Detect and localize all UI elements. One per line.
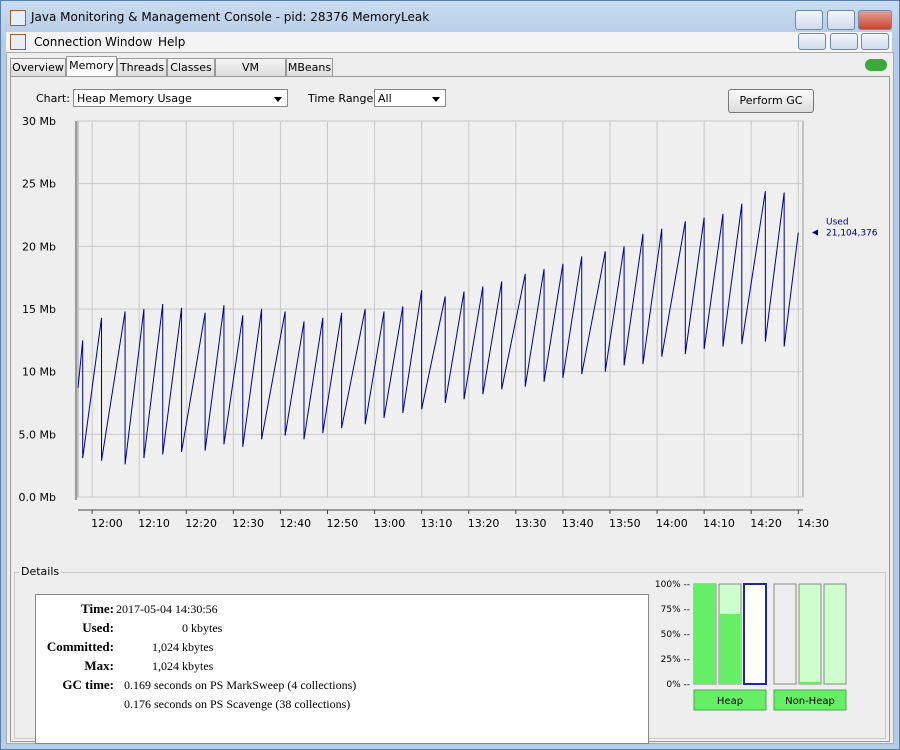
chart-label: Chart: bbox=[36, 92, 70, 105]
x-tick-label: 14:10 bbox=[703, 517, 735, 530]
detail-key: Committed: bbox=[46, 639, 114, 654]
inner-restore[interactable] bbox=[830, 33, 858, 50]
x-tick-label: 12:20 bbox=[185, 517, 217, 530]
detail-value: 0.176 seconds on PS Scavenge (38 collect… bbox=[124, 697, 351, 711]
maximize-button[interactable] bbox=[827, 10, 855, 30]
detail-key: Max: bbox=[84, 658, 114, 673]
detail-key: Used: bbox=[82, 620, 114, 635]
x-tick-label: 12:50 bbox=[327, 517, 359, 530]
bar bbox=[799, 682, 821, 684]
details-section: Details Time: 2017-05-04 14:30:56 Used: … bbox=[14, 565, 886, 744]
x-tick-label: 14:30 bbox=[797, 517, 829, 530]
x-tick-label: 13:40 bbox=[562, 517, 594, 530]
bar bbox=[719, 614, 741, 684]
y-tick-label: 30 Mb bbox=[22, 115, 56, 128]
y-tick-label: 25% -- bbox=[661, 655, 690, 665]
x-tick-label: 13:10 bbox=[421, 517, 453, 530]
tab[interactable]: Memory bbox=[66, 56, 117, 78]
inner-close[interactable] bbox=[861, 33, 889, 50]
x-tick-label: 13:00 bbox=[374, 517, 406, 530]
inner-minimize[interactable] bbox=[798, 33, 826, 50]
group-box bbox=[693, 689, 767, 711]
connection-icon bbox=[865, 59, 887, 71]
app-icon bbox=[10, 10, 26, 26]
y-tick-label: 0% -- bbox=[666, 680, 690, 690]
tab[interactable]: MBeans bbox=[286, 58, 333, 77]
x-tick-label: 13:30 bbox=[515, 517, 547, 530]
bar-frame bbox=[743, 583, 767, 685]
doc-icon bbox=[10, 34, 26, 50]
x-tick-label: 12:40 bbox=[279, 517, 311, 530]
line-series bbox=[77, 191, 799, 465]
y-tick-label: 25 Mb bbox=[22, 178, 56, 191]
detail-value: 0.169 seconds on PS MarkSweep (4 collect… bbox=[124, 678, 357, 692]
chart-select[interactable]: Heap Memory Usage bbox=[73, 89, 288, 107]
y-tick-label: 10 Mb bbox=[22, 366, 56, 379]
y-tick-label: 20 Mb bbox=[22, 240, 56, 253]
y-tick-label: 0.0 Mb bbox=[19, 491, 56, 504]
tab[interactable]: Classes bbox=[167, 58, 215, 77]
x-tick-label: 12:10 bbox=[138, 517, 170, 530]
x-tick-label: 14:00 bbox=[656, 517, 688, 530]
bar-frame bbox=[798, 583, 822, 685]
menu-item[interactable]: Help bbox=[158, 35, 186, 49]
x-tick-label: 14:20 bbox=[750, 517, 782, 530]
y-tick-label: 50% -- bbox=[661, 630, 690, 640]
detail-value: 0 kbytes bbox=[182, 621, 223, 635]
menu-item[interactable]: Window bbox=[105, 35, 153, 49]
range-label: Time Range: bbox=[308, 92, 377, 105]
detail-key: GC time: bbox=[62, 677, 114, 692]
range-select[interactable]: All bbox=[374, 89, 446, 107]
menu-item[interactable]: Connection bbox=[34, 35, 102, 49]
group-label: Heap bbox=[717, 696, 743, 707]
detail-value: 1,024 kbytes bbox=[152, 659, 214, 673]
bar-frame bbox=[773, 583, 797, 685]
y-tick-label: 15 Mb bbox=[22, 303, 56, 316]
group-box bbox=[773, 689, 847, 711]
x-tick-label: 12:00 bbox=[91, 517, 123, 530]
end-marker bbox=[812, 229, 818, 236]
bar-frame bbox=[823, 583, 847, 685]
title-bar: Java Monitoring & Management Console - p… bbox=[1, 1, 899, 33]
details-title: Details bbox=[19, 565, 62, 578]
detail-value: 2017-05-04 14:30:56 bbox=[116, 602, 218, 616]
menu-bar: Connection Window Help bbox=[6, 32, 892, 52]
value-label: 21,104,376 bbox=[826, 229, 878, 239]
perform-gc-button[interactable]: Perform GC bbox=[728, 89, 814, 113]
legend-name: Used bbox=[826, 218, 849, 228]
details-box: Time: 2017-05-04 14:30:56 Used: 0 kbytes… bbox=[35, 594, 649, 744]
y-tick-label: 5.0 Mb bbox=[19, 428, 56, 441]
detail-key: Time: bbox=[81, 601, 114, 616]
bar bbox=[694, 584, 716, 684]
x-tick-label: 13:50 bbox=[609, 517, 641, 530]
x-tick-label: 12:30 bbox=[232, 517, 264, 530]
x-tick-label: 13:20 bbox=[468, 517, 500, 530]
y-tick-label: 100% -- bbox=[655, 580, 690, 590]
tab[interactable]: Threads bbox=[117, 58, 167, 77]
window-title: Java Monitoring & Management Console - p… bbox=[31, 10, 430, 24]
detail-value: 1,024 kbytes bbox=[152, 640, 214, 654]
minimize-button[interactable] bbox=[795, 10, 823, 30]
y-tick-label: 75% -- bbox=[661, 605, 690, 615]
close-button[interactable] bbox=[858, 10, 892, 30]
group-label: Non-Heap bbox=[785, 696, 835, 707]
tab[interactable]: Overview bbox=[10, 58, 66, 77]
